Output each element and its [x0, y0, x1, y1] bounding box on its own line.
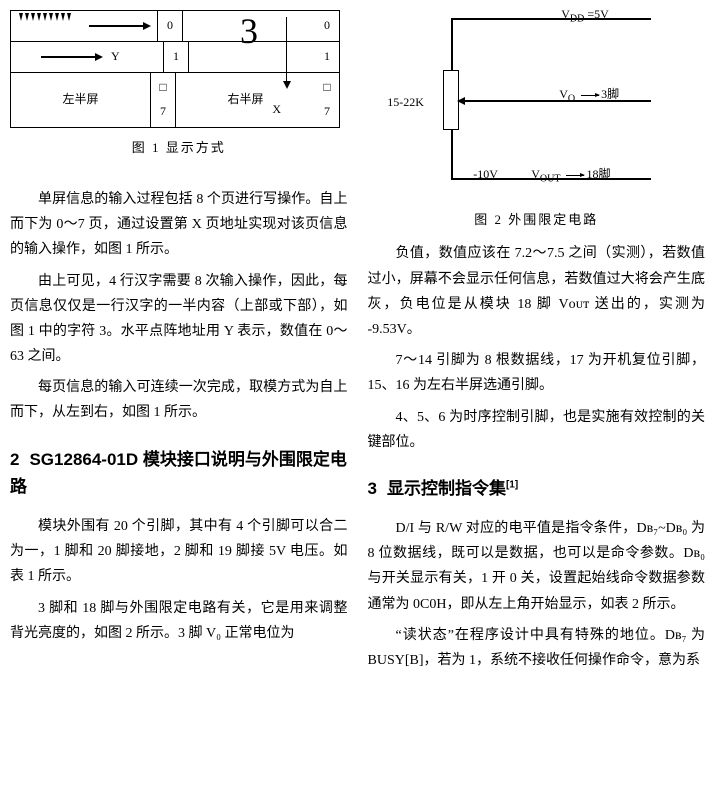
fig2-vout: VOUT 18脚 [531, 164, 610, 188]
section-3-title: 显示控制指令集 [387, 479, 506, 498]
fig1-lbox: □ [159, 77, 166, 99]
fig1-r0: 0 [315, 11, 339, 41]
para-l2: 由上可见，4 行汉字需要 8 次输入操作，因此，每页信息仅仅是一行汉字的一半内容… [10, 269, 348, 370]
fig2-vdd: VDD =5V [561, 4, 609, 28]
section-2-heading: 2SG12864-01D 模块接口说明与外围限定电路 [10, 446, 348, 500]
fig1-left-1: 1 [164, 42, 188, 72]
para-l3: 每页信息的输入可连续一次完成，取模方式为自上而下，从左到右，如图 1 所示。 [10, 375, 348, 425]
fig1-r7: 7 [324, 101, 330, 123]
section-3-num: 3 [368, 479, 377, 498]
para-l4: 模块外围有 20 个引脚，其中有 4 个引脚可以合二为一，1 脚和 20 脚接地… [10, 514, 348, 590]
para-r4: D/I 与 R/W 对应的电平值是指令条件，Dʙ₇~Dʙ₀ 为 8 位数据线，既… [368, 516, 706, 617]
section-2-num: 2 [10, 450, 19, 469]
fig1-right-half: 右半屏 [227, 89, 263, 111]
fig2-caption: 图 2 外围限定电路 [368, 208, 706, 231]
fig1-left-0: 0 [158, 11, 182, 41]
para-l5: 3 脚和 18 脚与外围限定电路有关，它是用来调整背光亮度的，如图 2 所示。3… [10, 596, 348, 646]
para-r2: 7～14 引脚为 8 根数据线，17 为开机复位引脚，15、16 为左右半屏选通… [368, 348, 706, 398]
para-r5: “读状态”在程序设计中具有特殊的地位。Dʙ₇ 为 BUSY[B]，若为 1，系统… [368, 623, 706, 673]
figure-2: VDD =5V 15-22K VO 3脚 -10V VOUT 18脚 图 2 外… [368, 10, 706, 231]
figure-1: 0 3 0 Y 1 [10, 10, 348, 159]
para-r3: 4、5、6 为时序控制引脚，也是实施有效控制的关键部位。 [368, 405, 706, 455]
fig1-left-half: 左半屏 [62, 89, 98, 111]
fig2-vo: VO 3脚 [559, 84, 619, 108]
fig1-y-label: Y [111, 46, 120, 68]
fig1-caption: 图 1 显示方式 [10, 136, 348, 159]
section-3-cite: [1] [506, 479, 518, 490]
fig1-l7: 7 [160, 101, 166, 123]
section-2-title: SG12864-01D 模块接口说明与外围限定电路 [10, 450, 347, 496]
fig2-circuit: VDD =5V 15-22K VO 3脚 -10V VOUT 18脚 [381, 10, 691, 200]
para-l1: 单屏信息的输入过程包括 8 个页进行写操作。自上而下为 0～7 页，通过设置第 … [10, 187, 348, 263]
fig2-pot-label: 15-22K [387, 92, 424, 114]
para-r1: 负值，数值应该在 7.2～7.5 之间（实测），若数值过小，屏幕不会显示任何信息… [368, 241, 706, 342]
section-3-heading: 3 显示控制指令集[1] [368, 475, 706, 502]
fig1-x-label: X [272, 99, 281, 121]
fig1-rbox: □ [323, 77, 330, 99]
fig1-diagram: 0 3 0 Y 1 [10, 10, 340, 128]
fig2-neg10v: -10V [473, 164, 498, 186]
fig1-r1: 1 [315, 42, 339, 72]
